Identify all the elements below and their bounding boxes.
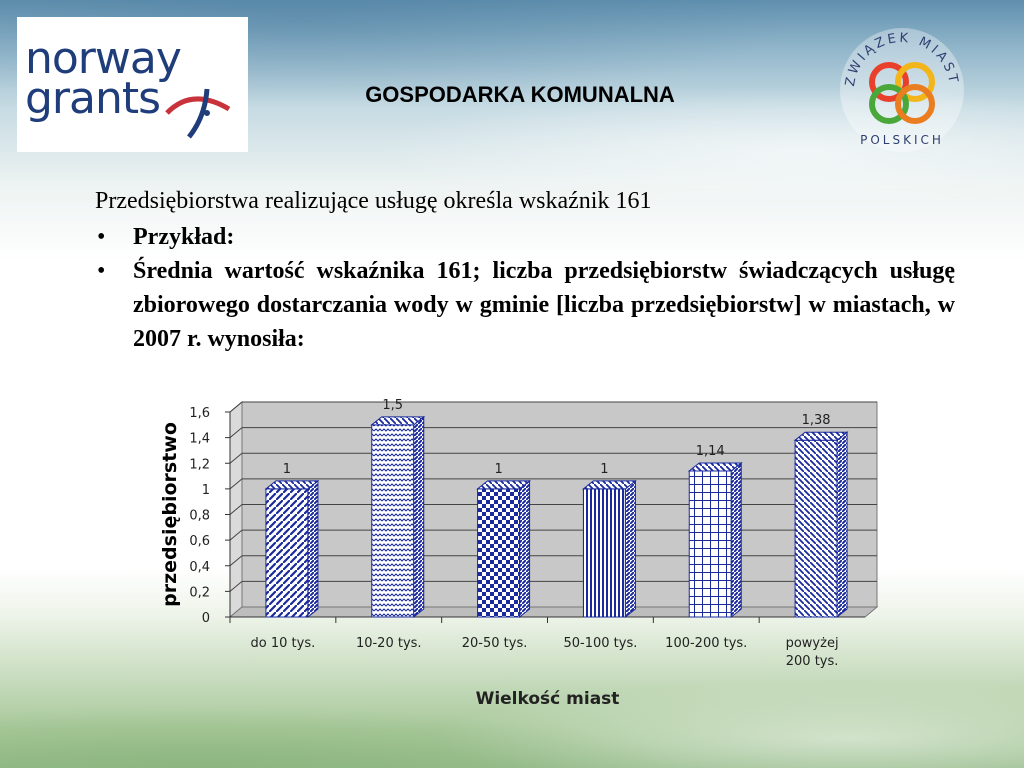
intro-text: Przedsiębiorstwa realizujące usługę okre… xyxy=(95,188,652,214)
data-label: 1,5 xyxy=(382,398,403,413)
y-tick-label: 0 xyxy=(202,611,210,626)
y-tick-label: 1,6 xyxy=(189,406,210,421)
x-tick-label: 50-100 tys. xyxy=(563,636,637,651)
gridline xyxy=(229,452,243,464)
bar-side xyxy=(519,479,531,619)
x-axis-label: Wielkość miast xyxy=(476,689,620,709)
chart-floor xyxy=(228,606,879,618)
x-tick-label: do 10 tys. xyxy=(251,636,316,651)
data-label: 1,38 xyxy=(802,413,831,428)
bullet-text: Średnia wartość wskaźnika 161; liczba pr… xyxy=(133,258,955,352)
zwiazek-miast-polskich-logo: ZWIĄZEK MIAST POLSKICH xyxy=(834,22,970,158)
gridline xyxy=(229,427,243,439)
y-tick-label: 0,8 xyxy=(189,509,210,524)
bar-top xyxy=(370,416,426,426)
y-axis-label: przedsiębiorstwo xyxy=(159,422,181,607)
bar-top xyxy=(793,431,849,441)
bullet-icon: • xyxy=(97,224,106,250)
bar-top xyxy=(687,462,743,472)
background-bottom-wave xyxy=(0,628,1024,768)
y-tick-label: 1 xyxy=(202,483,210,498)
data-label: 1,14 xyxy=(696,444,725,459)
y-tick-label: 0,2 xyxy=(189,585,210,600)
slide-content: Przedsiębiorstwa realizujące usługę okre… xyxy=(95,184,955,356)
data-label: 1 xyxy=(494,462,502,477)
bar-chart: 0 0,2 0,4 0,6 0,8 1 1,2 1,4 1,6 1 do 10 tys. 1,5 10-… xyxy=(159,398,879,709)
data-label: 1 xyxy=(600,462,608,477)
bullet-text: Przykład: xyxy=(133,224,235,250)
svg-text:POLSKICH: POLSKICH xyxy=(860,133,944,147)
y-tick-label: 0,4 xyxy=(189,560,210,575)
bar-top xyxy=(476,480,532,490)
x-tick-label: 10-20 tys. xyxy=(356,636,422,651)
bar-side xyxy=(836,431,848,619)
gridline xyxy=(229,504,243,515)
bar-top xyxy=(264,480,320,490)
logo-swoosh-icon xyxy=(165,88,231,139)
logo-text-line1: norway xyxy=(25,33,182,84)
gridline xyxy=(229,478,243,490)
norway-grants-logo: norway grants xyxy=(17,17,248,152)
bullet-item: • Przykład: xyxy=(95,220,955,254)
bar xyxy=(794,439,838,618)
bar xyxy=(265,488,309,618)
bar xyxy=(582,488,626,618)
logo-text-line2: grants xyxy=(25,73,161,124)
x-tick-label: 200 tys. xyxy=(786,654,839,669)
x-tick-label: 100-200 tys. xyxy=(665,636,747,651)
bar-top xyxy=(581,480,637,490)
page-title: GOSPODARKA KOMUNALNA xyxy=(365,82,675,107)
bar xyxy=(371,424,415,618)
gridline xyxy=(229,580,243,592)
bar-side xyxy=(624,479,636,619)
bar xyxy=(688,470,732,618)
y-tick-label: 1,4 xyxy=(189,432,210,447)
bar-side xyxy=(307,479,319,619)
bar-side xyxy=(730,461,742,619)
bar xyxy=(477,488,521,618)
bullet-item: • Średnia wartość wskaźnika 161; liczba … xyxy=(95,254,955,356)
y-tick-label: 1,2 xyxy=(189,457,210,472)
gridline xyxy=(229,555,243,567)
x-tick-label: 20-50 tys. xyxy=(462,636,528,651)
bullet-icon: • xyxy=(97,258,106,284)
y-tick-label: 0,6 xyxy=(189,534,210,549)
gridline xyxy=(229,401,243,413)
data-label: 1 xyxy=(283,462,291,477)
x-tick-label: powyżej xyxy=(786,636,839,651)
gridline xyxy=(229,529,243,541)
bar-side xyxy=(413,415,425,619)
